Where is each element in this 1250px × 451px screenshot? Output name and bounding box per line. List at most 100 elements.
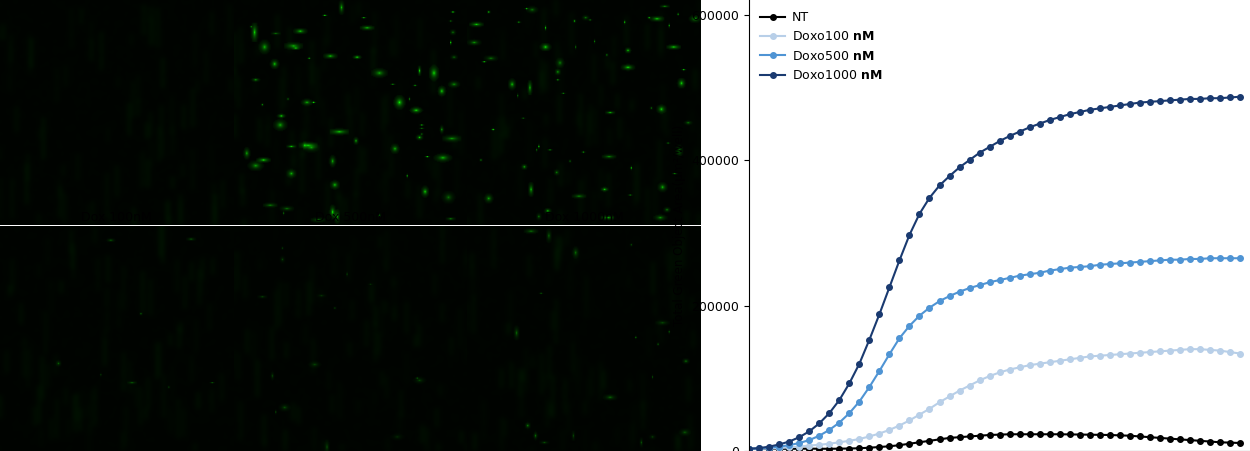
Doxo500 $\mathbf{nM}$ [892, 336, 908, 341]
NT [751, 446, 766, 451]
Doxo100 $\mathbf{nM}$ [1232, 351, 1248, 356]
Doxo100 $\mathbf{nM}$ [1082, 354, 1098, 359]
Doxo100 $\mathbf{nM}$ [741, 446, 756, 451]
NT [741, 446, 756, 451]
NT [962, 434, 978, 439]
Doxo1000 $\mathbf{nM}$ [862, 337, 877, 342]
Line: Doxo1000 $\mathbf{nM}$: Doxo1000 $\mathbf{nM}$ [746, 94, 1242, 451]
Doxo100 $\mathbf{nM}$ [791, 444, 806, 449]
Doxo1000 $\mathbf{nM}$ [811, 421, 826, 426]
NT [1052, 432, 1068, 437]
Doxo100 $\mathbf{nM}$ [932, 400, 948, 405]
Doxo1000 $\mathbf{nM}$ [1132, 100, 1148, 105]
Doxo100 $\mathbf{nM}$ [862, 434, 877, 439]
NT [1152, 435, 1168, 441]
Doxo500 $\mathbf{nM}$ [851, 399, 866, 404]
Doxo500 $\mathbf{nM}$ [1003, 275, 1018, 281]
Doxo500 $\mathbf{nM}$ [1132, 259, 1148, 265]
NT [831, 446, 846, 451]
NT [811, 446, 826, 451]
Doxo500 $\mathbf{nM}$ [741, 446, 756, 451]
Doxo100 $\mathbf{nM}$ [952, 388, 968, 393]
NT [972, 433, 988, 438]
Doxo1000 $\mathbf{nM}$ [1082, 107, 1098, 113]
Doxo100 $\mathbf{nM}$ [831, 440, 846, 445]
Doxo100 $\mathbf{nM}$ [1062, 357, 1078, 362]
Doxo1000 $\mathbf{nM}$ [1072, 109, 1088, 115]
Doxo1000 $\mathbf{nM}$ [1232, 94, 1248, 100]
Doxo1000 $\mathbf{nM}$ [791, 434, 806, 440]
Doxo500 $\mathbf{nM}$ [882, 351, 898, 357]
Doxo100 $\mathbf{nM}$ [1013, 365, 1028, 370]
NT [882, 444, 898, 449]
Doxo500 $\mathbf{nM}$ [811, 433, 826, 438]
NT [992, 432, 1008, 437]
Doxo1000 $\mathbf{nM}$ [872, 312, 887, 317]
Doxo500 $\mathbf{nM}$ [761, 445, 776, 451]
Doxo500 $\mathbf{nM}$ [922, 305, 938, 310]
Doxo100 $\mathbf{nM}$ [942, 394, 958, 399]
Doxo1000 $\mathbf{nM}$ [992, 138, 1008, 144]
Doxo500 $\mathbf{nM}$ [952, 289, 968, 295]
Doxo1000 $\mathbf{nM}$ [771, 442, 786, 447]
Doxo500 $\mathbf{nM}$ [1092, 262, 1108, 267]
Doxo500 $\mathbf{nM}$ [831, 420, 846, 425]
NT [1102, 433, 1118, 438]
Doxo1000 $\mathbf{nM}$ [912, 211, 928, 216]
NT [771, 446, 786, 451]
Doxo1000 $\mathbf{nM}$ [1142, 99, 1158, 105]
Doxo100 $\mathbf{nM}$ [811, 442, 826, 447]
Doxo100 $\mathbf{nM}$ [1152, 349, 1168, 354]
NT [892, 442, 908, 448]
Doxo500 $\mathbf{nM}$ [982, 280, 998, 285]
Title: Dox 500nM: Dox 500nM [315, 212, 386, 224]
NT [1142, 434, 1158, 440]
Doxo1000 $\mathbf{nM}$ [1162, 98, 1177, 103]
Doxo500 $\mathbf{nM}$ [872, 368, 887, 374]
Doxo500 $\mathbf{nM}$ [821, 427, 836, 433]
NT [801, 446, 816, 451]
Doxo100 $\mathbf{nM}$ [1112, 351, 1128, 357]
Doxo500 $\mathbf{nM}$ [862, 384, 877, 390]
NT [1072, 432, 1088, 437]
Doxo1000 $\mathbf{nM}$ [831, 397, 846, 403]
NT [1192, 438, 1208, 443]
Legend: NT, Doxo100 $\mathbf{nM}$, Doxo500 $\mathbf{nM}$, Doxo1000 $\mathbf{nM}$: NT, Doxo100 $\mathbf{nM}$, Doxo500 $\mat… [755, 6, 888, 87]
NT [781, 446, 796, 451]
Doxo100 $\mathbf{nM}$ [1162, 348, 1177, 353]
NT [1232, 440, 1248, 446]
NT [791, 446, 806, 451]
Doxo1000 $\mathbf{nM}$ [1112, 103, 1128, 108]
Doxo100 $\mathbf{nM}$ [892, 423, 908, 428]
Doxo500 $\mathbf{nM}$ [1032, 270, 1048, 276]
Doxo500 $\mathbf{nM}$ [992, 277, 1008, 283]
Doxo100 $\mathbf{nM}$ [821, 441, 836, 446]
Doxo1000 $\mathbf{nM}$ [972, 150, 988, 156]
Doxo500 $\mathbf{nM}$ [1202, 256, 1218, 261]
Doxo1000 $\mathbf{nM}$ [801, 428, 816, 434]
Doxo100 $\mathbf{nM}$ [972, 378, 988, 383]
Doxo1000 $\mathbf{nM}$ [1192, 96, 1208, 101]
Doxo500 $\mathbf{nM}$ [1062, 265, 1078, 271]
Doxo100 $\mathbf{nM}$ [751, 446, 766, 451]
Doxo1000 $\mathbf{nM}$ [761, 444, 776, 449]
NT [912, 440, 928, 445]
Doxo1000 $\mathbf{nM}$ [1212, 96, 1228, 101]
NT [841, 446, 856, 451]
Doxo500 $\mathbf{nM}$ [1112, 261, 1128, 266]
NT [1022, 432, 1038, 437]
Title: Dox 100nM: Dox 100nM [81, 212, 152, 224]
Doxo1000 $\mathbf{nM}$ [851, 361, 866, 366]
Doxo1000 $\mathbf{nM}$ [1032, 121, 1048, 126]
Doxo100 $\mathbf{nM}$ [1202, 347, 1218, 353]
NT [1132, 434, 1148, 439]
Doxo100 $\mathbf{nM}$ [1212, 348, 1228, 353]
Doxo500 $\mathbf{nM}$ [801, 437, 816, 443]
NT [1162, 436, 1177, 442]
Doxo500 $\mathbf{nM}$ [912, 313, 928, 318]
Doxo1000 $\mathbf{nM}$ [751, 446, 766, 451]
Doxo500 $\mathbf{nM}$ [1072, 264, 1088, 270]
Doxo500 $\mathbf{nM}$ [841, 410, 856, 416]
Doxo1000 $\mathbf{nM}$ [821, 410, 836, 416]
Doxo100 $\mathbf{nM}$ [801, 443, 816, 448]
